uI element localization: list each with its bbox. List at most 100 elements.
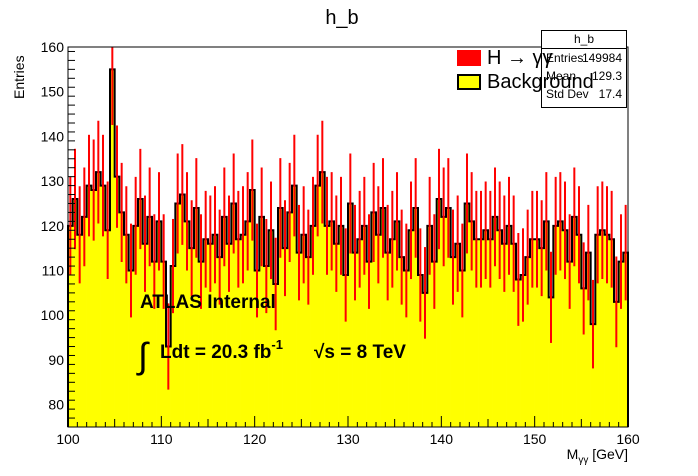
background-bar bbox=[282, 248, 288, 427]
background-bar bbox=[189, 248, 195, 427]
background-bar bbox=[385, 252, 391, 427]
background-bar bbox=[441, 216, 447, 427]
background-bar bbox=[590, 324, 596, 427]
background-bar bbox=[534, 239, 540, 427]
background-bar bbox=[553, 225, 559, 427]
background-bar bbox=[446, 207, 451, 427]
background-bar bbox=[511, 243, 517, 427]
background-bar bbox=[604, 234, 610, 427]
background-bar bbox=[478, 239, 484, 427]
background-bar bbox=[614, 301, 619, 427]
background-bar bbox=[380, 207, 386, 427]
background-bar bbox=[147, 216, 153, 427]
background-bar bbox=[394, 221, 400, 427]
background-bar bbox=[618, 261, 624, 427]
stats-value: 129.3 bbox=[591, 69, 622, 83]
stats-title: h_b bbox=[542, 31, 626, 49]
background-bar bbox=[245, 221, 251, 427]
background-bar bbox=[352, 252, 358, 427]
background-bar bbox=[525, 257, 531, 427]
x-tick-label: 160 bbox=[616, 431, 640, 447]
background-bar bbox=[82, 216, 87, 427]
background-bar bbox=[268, 230, 274, 427]
lumi-integral: ∫ bbox=[136, 335, 150, 376]
background-bar bbox=[72, 199, 78, 427]
background-bar bbox=[548, 297, 554, 427]
background-bar bbox=[530, 239, 535, 427]
background-bar bbox=[432, 261, 437, 427]
background-bar bbox=[600, 230, 605, 427]
y-tick-label: 100 bbox=[41, 307, 65, 323]
background-bar bbox=[161, 261, 167, 427]
y-tick-label: 110 bbox=[42, 263, 65, 279]
background-bar bbox=[170, 266, 176, 427]
background-bar bbox=[348, 203, 353, 427]
background-bar bbox=[100, 185, 106, 427]
background-bar bbox=[212, 234, 218, 427]
background-bar bbox=[306, 257, 311, 427]
stats-key: Mean bbox=[546, 69, 577, 83]
background-bar bbox=[362, 225, 367, 427]
y-axis: 80 90 100 110 120 130 140 150 160 bbox=[41, 39, 75, 428]
background-bar bbox=[609, 239, 615, 427]
background-bar bbox=[408, 230, 414, 427]
background-bar bbox=[539, 248, 545, 427]
background-bar bbox=[413, 207, 419, 427]
background-bar bbox=[324, 225, 330, 427]
background-bar bbox=[576, 234, 582, 427]
background-bar bbox=[142, 243, 148, 427]
background-bar bbox=[343, 275, 349, 427]
y-tick-label: 120 bbox=[41, 218, 65, 234]
background-bar bbox=[595, 234, 601, 427]
background-bar bbox=[623, 252, 629, 427]
stats-key: Entries bbox=[546, 51, 584, 65]
stats-row-entries: Entries 149984 bbox=[546, 50, 622, 66]
background-bar bbox=[390, 239, 395, 427]
background-bar bbox=[310, 225, 316, 427]
y-tick-label: 130 bbox=[41, 173, 65, 189]
background-bar bbox=[259, 216, 265, 427]
background-bar bbox=[460, 270, 465, 427]
background-bar bbox=[77, 234, 83, 427]
x-tick-label: 120 bbox=[243, 431, 267, 447]
lumi-label: Ldt = 20.3 fb-1 bbox=[160, 337, 283, 363]
background-bar bbox=[562, 230, 568, 427]
background-bar bbox=[315, 185, 321, 427]
background-bar bbox=[156, 221, 162, 427]
background-histogram bbox=[68, 69, 629, 427]
background-bar bbox=[184, 221, 190, 427]
background-bar bbox=[287, 212, 293, 427]
background-bar bbox=[376, 234, 381, 427]
background-bar bbox=[273, 283, 279, 427]
background-bar bbox=[572, 216, 577, 427]
x-tick-label: 140 bbox=[430, 431, 454, 447]
background-bar bbox=[110, 69, 115, 427]
background-bar bbox=[483, 230, 489, 427]
background-bar bbox=[544, 221, 549, 427]
sqrts-label: √s = 8 TeV bbox=[314, 342, 406, 363]
y-axis-label: Entries bbox=[11, 55, 27, 99]
x-tick-label: 100 bbox=[56, 431, 80, 447]
y-tick-label: 80 bbox=[48, 397, 64, 413]
background-bar bbox=[492, 216, 498, 427]
background-bar bbox=[91, 190, 97, 427]
background-bar bbox=[264, 266, 269, 427]
y-tick-label: 150 bbox=[41, 84, 65, 100]
legend-label-background: Background bbox=[487, 71, 594, 93]
background-bar bbox=[366, 261, 372, 427]
atlas-label: ATLAS Internal bbox=[140, 292, 276, 313]
background-bar bbox=[222, 216, 227, 427]
background-bar bbox=[105, 230, 111, 427]
background-bar bbox=[436, 199, 442, 427]
background-bar bbox=[236, 239, 241, 427]
background-bar bbox=[292, 185, 297, 427]
stats-value: 149984 bbox=[581, 51, 622, 65]
background-bar bbox=[320, 172, 325, 427]
background-bar bbox=[506, 225, 512, 427]
background-bar bbox=[520, 275, 526, 427]
background-bar bbox=[278, 207, 283, 427]
stats-row-stddev: Std Dev 17.4 bbox=[546, 86, 622, 102]
background-bar bbox=[86, 185, 92, 427]
y-tick-label: 160 bbox=[41, 39, 65, 55]
